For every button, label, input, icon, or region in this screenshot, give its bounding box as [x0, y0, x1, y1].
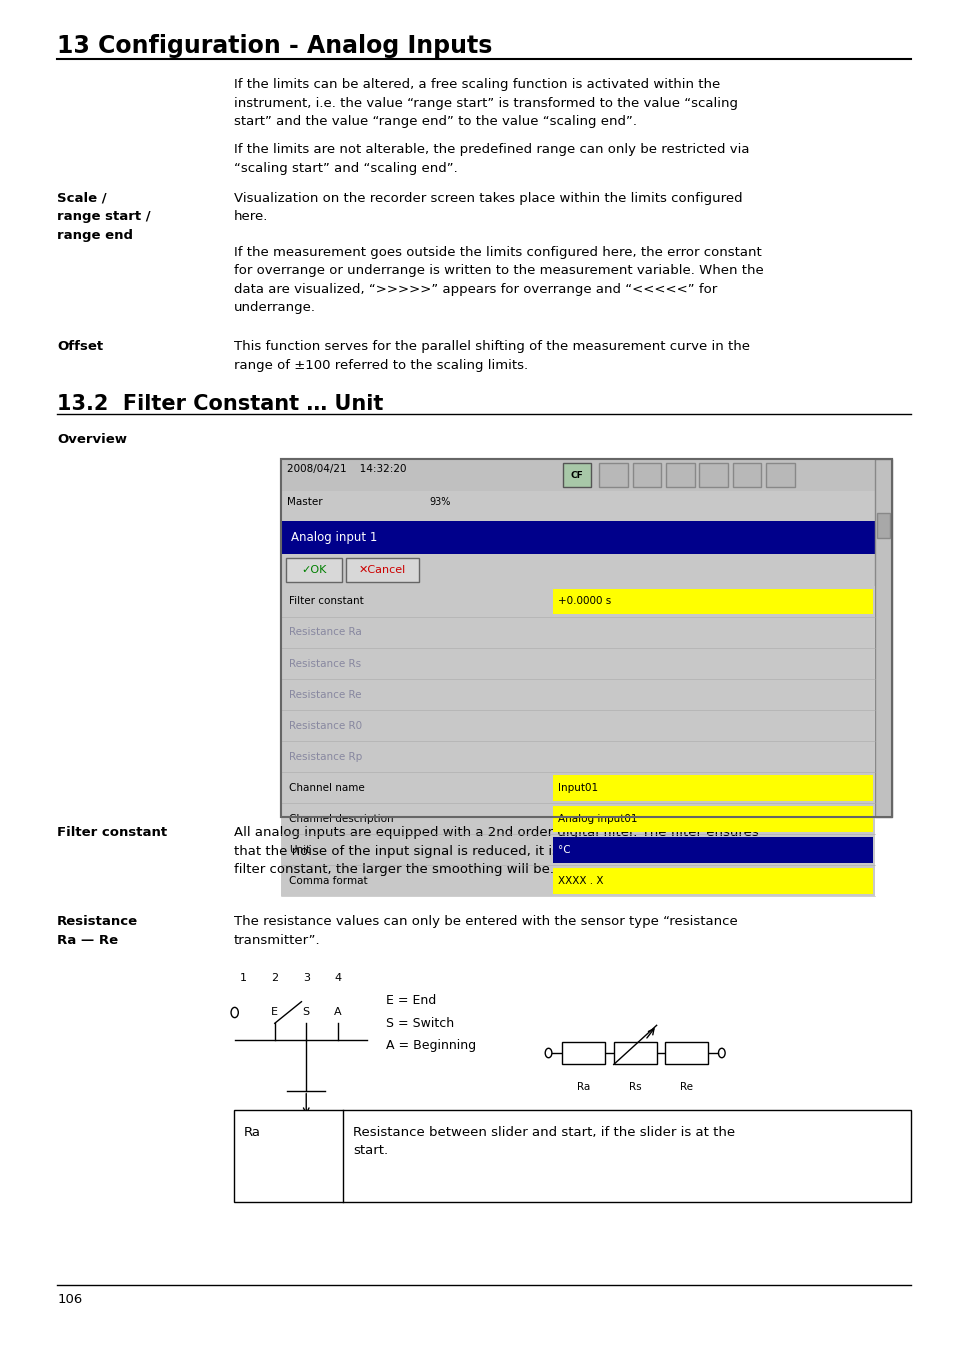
Text: If the limits are not alterable, the predefined range can only be restricted via: If the limits are not alterable, the pre…: [233, 143, 748, 174]
Bar: [286, 558, 341, 582]
Text: A = Beginning: A = Beginning: [386, 1040, 476, 1053]
Text: Resistance
Ra — Re: Resistance Ra — Re: [57, 915, 138, 946]
Bar: [874, 459, 891, 817]
Text: 106: 106: [57, 1293, 82, 1307]
Text: 1: 1: [239, 973, 247, 983]
Text: S: S: [302, 1007, 310, 1017]
Bar: [765, 463, 794, 487]
Bar: [553, 806, 872, 832]
Text: 2008/04/21    14:32:20: 2008/04/21 14:32:20: [287, 464, 406, 474]
Bar: [553, 868, 872, 894]
Text: Analog input 1: Analog input 1: [291, 531, 377, 544]
Bar: [281, 459, 891, 491]
Text: 2: 2: [271, 973, 278, 983]
Bar: [281, 865, 874, 896]
Bar: [281, 803, 874, 834]
Text: Re: Re: [679, 1083, 692, 1092]
Text: Resistance Rs: Resistance Rs: [289, 659, 361, 668]
Text: Analog input01: Analog input01: [558, 814, 637, 824]
Text: Rs: Rs: [628, 1083, 640, 1092]
Text: 13 Configuration - Analog Inputs: 13 Configuration - Analog Inputs: [57, 34, 492, 58]
Bar: [281, 459, 891, 817]
Text: This function serves for the parallel shifting of the measurement curve in the
r: This function serves for the parallel sh…: [233, 340, 749, 371]
Text: Filter constant: Filter constant: [57, 826, 167, 840]
Text: Overview: Overview: [57, 433, 127, 447]
Bar: [665, 463, 694, 487]
Text: Filter constant: Filter constant: [289, 597, 363, 606]
Bar: [632, 463, 660, 487]
Text: E: E: [271, 1007, 278, 1017]
Text: Input01: Input01: [558, 783, 598, 792]
Text: Resistance Re: Resistance Re: [289, 690, 361, 699]
Bar: [281, 491, 891, 521]
Bar: [281, 772, 874, 803]
Text: The resistance values can only be entered with the sensor type “resistance
trans: The resistance values can only be entere…: [233, 915, 737, 946]
Bar: [561, 1042, 604, 1064]
Text: All analog inputs are equipped with a 2nd order digital filter. The filter ensur: All analog inputs are equipped with a 2n…: [233, 826, 758, 876]
Bar: [553, 837, 872, 863]
Text: 93%: 93%: [429, 497, 450, 506]
Bar: [233, 1110, 910, 1202]
Text: XXXX . X: XXXX . X: [558, 876, 603, 886]
Text: Resistance R0: Resistance R0: [289, 721, 362, 730]
Bar: [876, 513, 889, 537]
Text: Visualization on the recorder screen takes place within the limits configured
he: Visualization on the recorder screen tak…: [233, 192, 741, 223]
Bar: [281, 679, 874, 710]
Text: Channel description: Channel description: [289, 814, 394, 824]
Text: 13.2  Filter Constant … Unit: 13.2 Filter Constant … Unit: [57, 394, 383, 414]
Bar: [553, 775, 872, 801]
Bar: [281, 710, 874, 741]
Text: ✕Cancel: ✕Cancel: [358, 564, 406, 575]
Text: °C: °C: [558, 845, 570, 855]
Bar: [281, 617, 874, 648]
Text: Resistance between slider and start, if the slider is at the
start.: Resistance between slider and start, if …: [353, 1126, 735, 1157]
Text: If the measurement goes outside the limits configured here, the error constant
f: If the measurement goes outside the limi…: [233, 246, 762, 315]
Bar: [281, 741, 874, 772]
Text: Ra: Ra: [243, 1126, 260, 1139]
Bar: [553, 589, 872, 614]
Text: Offset: Offset: [57, 340, 103, 354]
Text: ✓OK: ✓OK: [301, 564, 326, 575]
Text: Comma format: Comma format: [289, 876, 367, 886]
Text: E = End: E = End: [386, 994, 436, 1007]
Text: 4: 4: [334, 973, 341, 983]
Bar: [281, 648, 874, 679]
Text: CF: CF: [570, 471, 583, 479]
Text: Scale /
range start /
range end: Scale / range start / range end: [57, 192, 151, 242]
Text: Ra: Ra: [577, 1083, 590, 1092]
Bar: [346, 558, 418, 582]
Bar: [281, 521, 891, 554]
Text: S = Switch: S = Switch: [386, 1017, 454, 1030]
Bar: [699, 463, 727, 487]
Text: Channel name: Channel name: [289, 783, 364, 792]
Text: Resistance Rp: Resistance Rp: [289, 752, 362, 761]
Bar: [281, 554, 891, 586]
Bar: [281, 586, 874, 617]
Text: 3: 3: [302, 973, 310, 983]
Bar: [562, 463, 591, 487]
Bar: [281, 459, 891, 817]
Text: Unit: Unit: [289, 845, 310, 855]
Text: If the limits can be altered, a free scaling function is activated within the
in: If the limits can be altered, a free sca…: [233, 78, 737, 128]
Text: Master: Master: [287, 497, 322, 506]
Bar: [732, 463, 760, 487]
Bar: [664, 1042, 707, 1064]
Bar: [613, 1042, 656, 1064]
Text: +0.0000 s: +0.0000 s: [558, 597, 611, 606]
Text: A: A: [334, 1007, 341, 1017]
Bar: [281, 834, 874, 865]
Text: Resistance Ra: Resistance Ra: [289, 628, 361, 637]
Bar: [598, 463, 627, 487]
